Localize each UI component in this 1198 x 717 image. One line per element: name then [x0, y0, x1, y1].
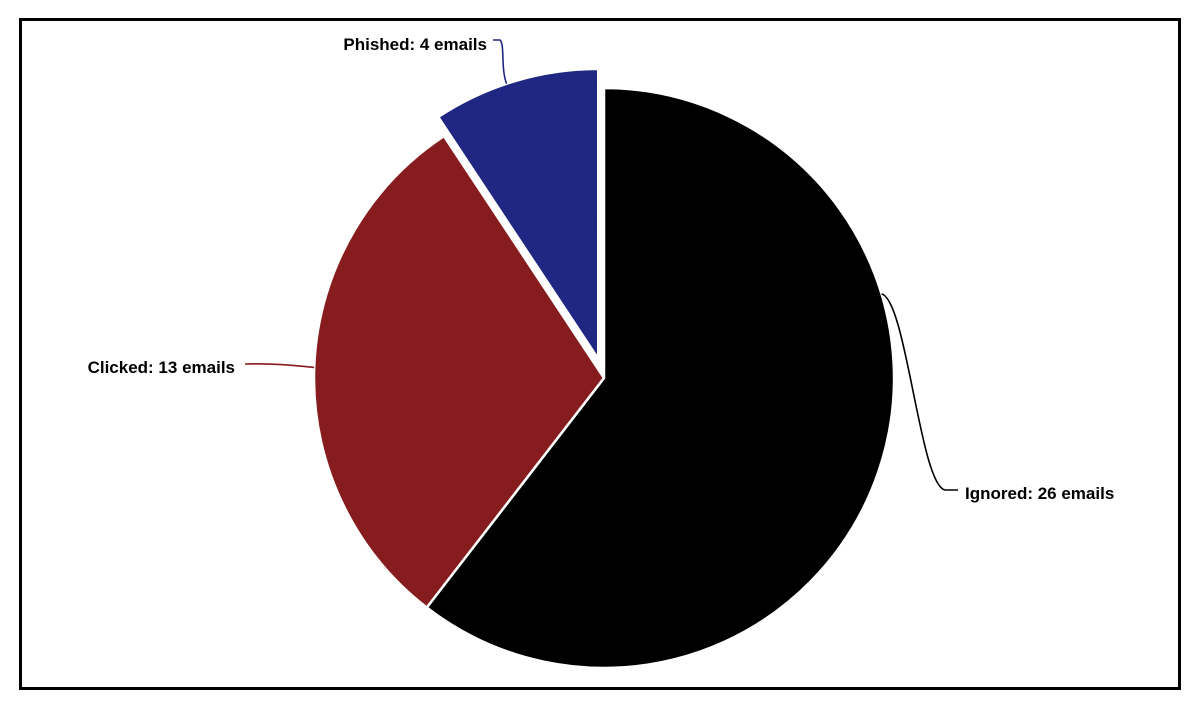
slice-labels: Ignored: 26 emails Clicked: 13 emails Phis… — [88, 35, 1115, 503]
pie-slice-phished — [436, 67, 600, 361]
leader-line-ignored — [881, 293, 958, 491]
leader-line-clicked — [244, 362, 315, 369]
pie-slice-clicked — [312, 134, 606, 609]
slice-label-clicked: Clicked: 13 emails — [88, 358, 235, 377]
pie-slices — [312, 67, 896, 670]
slice-label-ignored: Ignored: 26 emails — [965, 484, 1114, 503]
slice-label-phished: Phished: 4 emails — [343, 35, 487, 54]
leader-line-phished — [493, 39, 508, 85]
pie-slice-ignored — [425, 86, 896, 670]
leader-lines — [244, 39, 958, 491]
